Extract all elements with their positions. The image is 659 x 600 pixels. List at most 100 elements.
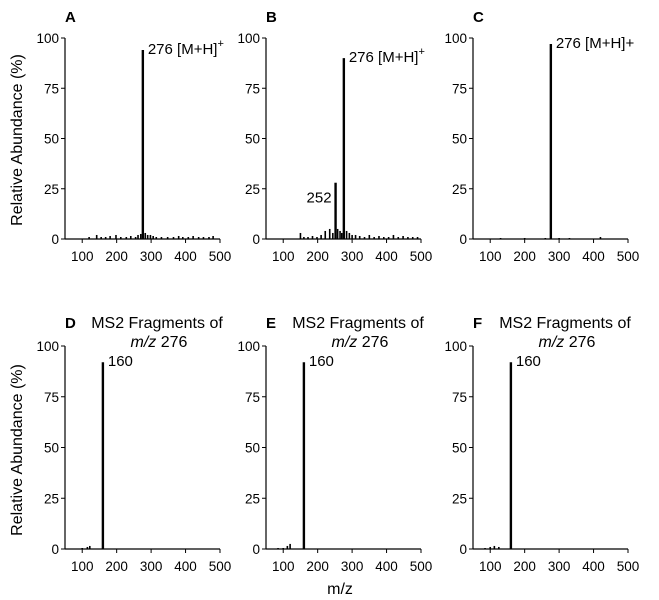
x-tick-label: 100 [272, 559, 295, 574]
peak-label-text: 160 [516, 353, 541, 370]
y-tick-label: 25 [452, 491, 467, 506]
x-tick-label: 100 [479, 559, 502, 574]
y-tick-label: 75 [44, 81, 59, 96]
x-tick-label: 400 [375, 249, 398, 264]
y-tick-label: 100 [36, 339, 59, 354]
panel-title-line2: m/z 276 [332, 334, 389, 351]
panel-letter: E [266, 315, 276, 332]
x-tick-label: 300 [341, 559, 364, 574]
mz-italic: m/z [332, 334, 358, 351]
panel-title-line1: MS2 Fragments of [499, 315, 631, 332]
x-tick-label: 300 [140, 559, 163, 574]
peak-label: 160 [516, 353, 541, 370]
panel-d: 0 25 50 75 100 100 200 300 400 500 D MS2 Fragments … [36, 315, 231, 574]
y-tick-label: 25 [44, 491, 59, 506]
x-tick-label: 100 [272, 249, 295, 264]
x-tick-label: 400 [582, 559, 605, 574]
x-tick-label: 200 [306, 249, 329, 264]
panel-title-line2: m/z 276 [539, 334, 596, 351]
y-tick-label: 75 [245, 81, 260, 96]
y-tick-label: 75 [452, 81, 467, 96]
x-tick-label: 300 [140, 249, 163, 264]
peak-label-superscript: + [418, 46, 424, 58]
y-tick-label: 50 [452, 132, 467, 147]
x-axis-title: m/z [327, 581, 353, 598]
x-tick-label: 300 [341, 249, 364, 264]
y-tick-label: 100 [237, 339, 260, 354]
x-tick-label: 300 [548, 249, 571, 264]
x-tick-label: 400 [375, 559, 398, 574]
panel-c: 0 25 50 75 100 100 200 300 400 500 C 276 [M+H]+ [444, 9, 639, 264]
x-tick-label: 100 [71, 249, 94, 264]
peak-label: 160 [108, 353, 133, 370]
peak-label: 276 [M+H]+ [349, 46, 425, 66]
y-tick-label: 0 [51, 542, 59, 557]
x-tick-label: 500 [209, 249, 232, 264]
y-tick-label: 75 [452, 390, 467, 405]
y-tick-label: 25 [452, 182, 467, 197]
y-tick-label: 75 [245, 390, 260, 405]
peak-label-text: 276 [M+H] [148, 41, 218, 58]
peak-label-text: 160 [108, 353, 133, 370]
panel-letter: B [266, 9, 277, 26]
x-tick-label: 300 [548, 559, 571, 574]
mz-italic: m/z [131, 334, 157, 351]
y-tick-label: 50 [245, 132, 260, 147]
y-axis-title-top: Relative Abundance (%) [9, 54, 26, 226]
panel-title-line1: MS2 Fragments of [91, 315, 223, 332]
x-tick-label: 500 [410, 249, 433, 264]
peak-label: 276 [M+H]+ [556, 35, 635, 52]
x-tick-label: 200 [513, 559, 536, 574]
y-tick-label: 100 [444, 31, 467, 46]
x-tick-label: 500 [410, 559, 433, 574]
y-axis-title-bottom: Relative Abundance (%) [9, 364, 26, 536]
panel-title-line2: m/z 276 [131, 334, 188, 351]
mz-value: 276 [156, 334, 187, 351]
y-tick-label: 0 [51, 232, 59, 247]
peak-label-text: 276 [M+H]+ [556, 35, 635, 52]
panel-f: 0 25 50 75 100 100 200 300 400 500 F MS2 Fragments … [444, 315, 639, 574]
mz-value: 276 [357, 334, 388, 351]
y-tick-label: 100 [36, 31, 59, 46]
panel-letter: C [473, 9, 484, 26]
panel-a: 0 25 50 75 100 100 200 300 400 500 A 276 [M+H]+ [36, 9, 231, 264]
y-tick-label: 50 [245, 441, 260, 456]
y-tick-label: 50 [44, 441, 59, 456]
y-tick-label: 0 [459, 232, 467, 247]
x-tick-label: 200 [105, 559, 128, 574]
y-tick-label: 0 [459, 542, 467, 557]
y-tick-label: 100 [237, 31, 260, 46]
y-tick-label: 25 [245, 182, 260, 197]
x-tick-label: 400 [582, 249, 605, 264]
peak-label-text: 276 [M+H] [349, 49, 419, 66]
mz-italic: m/z [539, 334, 565, 351]
y-tick-label: 50 [452, 441, 467, 456]
x-tick-label: 200 [306, 559, 329, 574]
x-tick-label: 500 [617, 559, 640, 574]
peak-label: 160 [309, 353, 334, 370]
panel-letter: F [473, 315, 482, 332]
peak-label-text: 160 [309, 353, 334, 370]
y-tick-label: 75 [44, 390, 59, 405]
x-tick-label: 100 [479, 249, 502, 264]
peak-label-superscript: + [217, 38, 223, 50]
x-tick-label: 400 [174, 249, 197, 264]
y-tick-label: 100 [444, 339, 467, 354]
panel-title-line1: MS2 Fragments of [292, 315, 424, 332]
x-tick-label: 400 [174, 559, 197, 574]
x-tick-label: 100 [71, 559, 94, 574]
peak-label-text: 252 [307, 190, 332, 207]
x-tick-label: 200 [105, 249, 128, 264]
panel-letter: A [65, 9, 76, 26]
x-tick-label: 500 [617, 249, 640, 264]
y-tick-label: 25 [245, 491, 260, 506]
y-tick-label: 25 [44, 182, 59, 197]
mz-value: 276 [564, 334, 595, 351]
panel-e: 0 25 50 75 100 100 200 300 400 500 E MS2 Fragments … [237, 315, 432, 574]
panel-letter: D [65, 315, 76, 332]
y-tick-label: 50 [44, 132, 59, 147]
x-tick-label: 200 [513, 249, 536, 264]
x-tick-label: 500 [209, 559, 232, 574]
